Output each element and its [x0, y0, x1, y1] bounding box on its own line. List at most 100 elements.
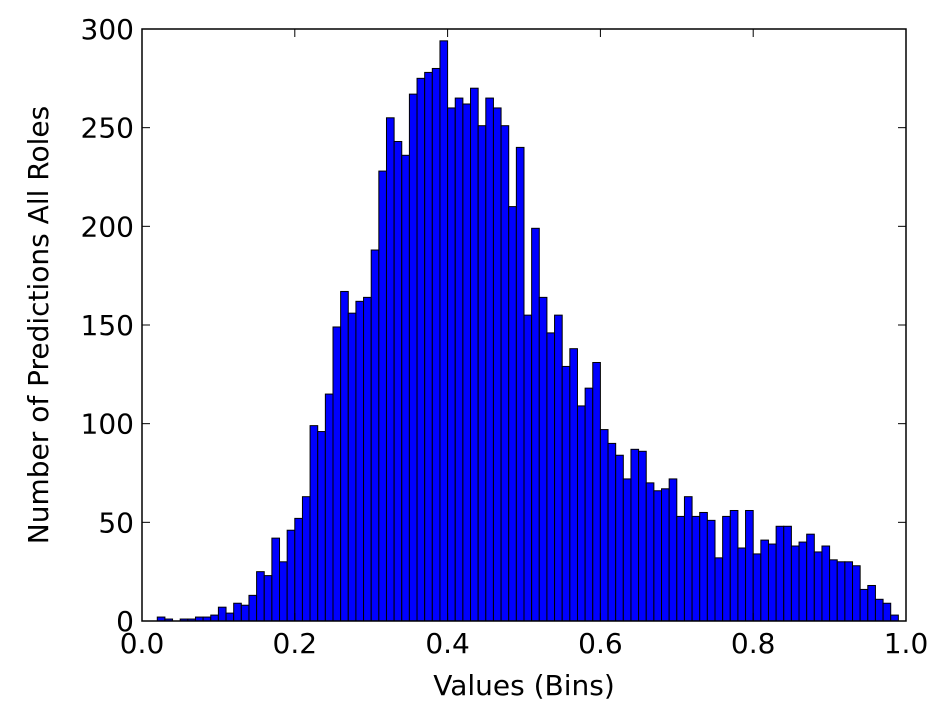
bar	[279, 561, 288, 622]
bar	[225, 612, 235, 622]
bar	[592, 361, 601, 622]
bar	[638, 450, 647, 622]
bar	[393, 140, 403, 622]
bar	[729, 509, 739, 622]
bar	[645, 482, 655, 622]
bar	[722, 515, 731, 622]
bar	[691, 515, 701, 622]
bar	[576, 405, 586, 622]
bar	[439, 40, 449, 622]
bar	[890, 614, 899, 622]
bar	[554, 314, 563, 622]
x-tick-label: 0.2	[273, 627, 318, 660]
bar	[332, 326, 342, 622]
bar	[538, 296, 548, 622]
bar	[668, 478, 678, 622]
bar	[240, 604, 250, 622]
bar	[378, 170, 387, 622]
bar	[340, 290, 349, 622]
y-tick-label: 150	[81, 309, 134, 342]
bar	[661, 488, 670, 622]
bar	[859, 588, 869, 622]
bar	[806, 533, 815, 622]
y-axis-label: Number of Predictions All Roles	[22, 106, 55, 544]
bar	[836, 561, 846, 622]
bar	[309, 425, 319, 622]
bar	[485, 97, 494, 622]
x-tick-label: 0.4	[425, 627, 470, 660]
bar	[630, 448, 640, 622]
bar	[447, 107, 456, 622]
bar	[867, 584, 876, 622]
bar	[653, 490, 663, 622]
bar	[401, 154, 410, 622]
bar	[706, 519, 716, 622]
x-tick-label: 0.0	[120, 627, 165, 660]
bar	[699, 511, 708, 622]
bar	[416, 77, 426, 622]
y-tick-label: 250	[81, 112, 134, 145]
bar	[546, 332, 556, 622]
bar	[813, 551, 823, 622]
x-axis-label: Values (Bins)	[433, 669, 615, 702]
bar	[584, 387, 594, 622]
x-tick-label: 1.0	[884, 627, 929, 660]
bar	[607, 442, 617, 622]
bar	[852, 565, 861, 622]
bar	[217, 606, 227, 622]
bar	[370, 249, 380, 622]
bar	[790, 545, 800, 622]
bar	[676, 515, 685, 622]
bar	[301, 496, 311, 622]
bar	[844, 561, 854, 622]
bar	[233, 602, 242, 622]
bar	[829, 559, 838, 622]
bar	[248, 594, 258, 622]
bar	[286, 529, 296, 622]
bar	[271, 537, 281, 622]
bar	[454, 97, 464, 622]
bar	[431, 67, 441, 622]
bar	[569, 348, 578, 622]
bar	[317, 431, 326, 622]
y-tick-label: 100	[81, 408, 134, 441]
bar	[256, 571, 265, 622]
bar	[683, 496, 693, 622]
bar	[363, 296, 372, 622]
y-tick-label: 0	[116, 605, 134, 638]
bar	[408, 93, 418, 622]
bar	[599, 429, 609, 622]
bar	[347, 312, 357, 622]
bar	[263, 575, 273, 622]
bar	[882, 602, 892, 622]
bar	[210, 614, 219, 622]
bar	[821, 545, 831, 622]
y-tick-label: 300	[81, 13, 134, 46]
bar	[515, 146, 525, 622]
bar	[783, 525, 792, 622]
bar	[760, 539, 769, 622]
bar	[561, 365, 571, 622]
bar	[531, 227, 540, 622]
bar	[508, 206, 517, 622]
y-tick-label: 50	[98, 506, 134, 539]
bar	[752, 553, 762, 622]
bar	[798, 541, 808, 622]
bar	[767, 543, 777, 622]
bar	[294, 517, 303, 622]
bar	[492, 107, 502, 622]
bar	[500, 125, 510, 622]
bar	[385, 117, 395, 622]
bar	[745, 509, 754, 622]
bar	[477, 125, 487, 622]
x-tick-label: 0.6	[578, 627, 623, 660]
y-tick-label: 200	[81, 210, 134, 243]
bar	[737, 547, 747, 622]
bar	[462, 103, 472, 622]
bar	[615, 454, 624, 622]
bar	[470, 87, 479, 622]
x-tick-label: 0.8	[731, 627, 776, 660]
bar	[523, 314, 533, 622]
bar	[714, 557, 724, 622]
